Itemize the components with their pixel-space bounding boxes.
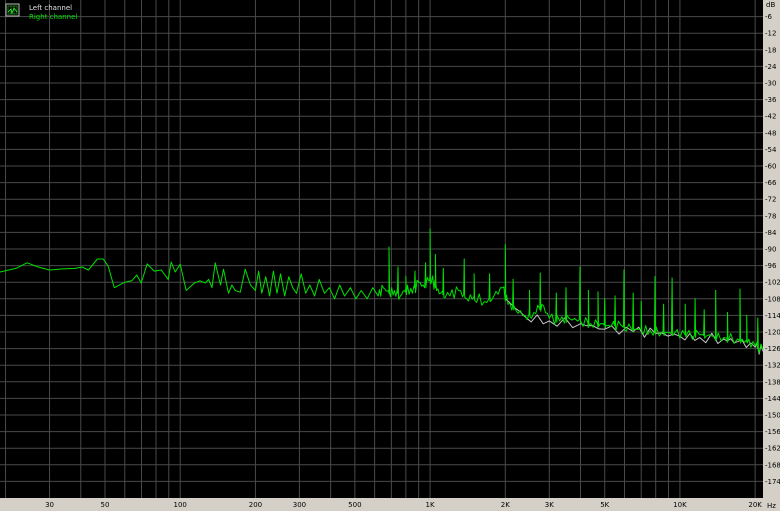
x-tick-label: 5K	[600, 501, 609, 509]
spike-point	[512, 278, 514, 280]
y-tick-label: -156	[765, 428, 780, 436]
spike-point	[434, 254, 436, 256]
y-tick-label: -24	[765, 63, 777, 71]
spike-point	[442, 267, 444, 269]
y-tick-label: -102	[765, 279, 780, 287]
y-tick-label: -114	[765, 312, 780, 320]
spike-point	[715, 290, 717, 291]
y-tick-label: -72	[765, 196, 776, 204]
spike-point	[663, 303, 665, 305]
y-tick-label: -30	[765, 80, 776, 88]
y-tick-label: -144	[765, 395, 780, 403]
spike-point	[565, 287, 567, 289]
y-tick-label: -138	[765, 378, 780, 386]
y-tick-label: -90	[765, 246, 776, 254]
spike-point	[579, 266, 581, 268]
y-tick-label: -84	[765, 229, 777, 237]
spike-point	[614, 295, 616, 297]
y-tick-label: -168	[765, 461, 780, 469]
spike-point	[654, 276, 656, 278]
y-tick-label: -126	[765, 345, 780, 353]
spike-point	[684, 303, 686, 305]
spike-point	[739, 288, 741, 290]
spike-point	[414, 270, 416, 272]
y-tick-label: -174	[765, 478, 780, 486]
spike-point	[463, 258, 465, 260]
spike-point	[623, 269, 625, 271]
x-tick-label: 100	[174, 501, 187, 509]
spike-point	[429, 228, 431, 230]
x-tick-label: 20K	[748, 501, 762, 509]
spectrum-icon	[5, 3, 20, 17]
spike-point	[489, 273, 491, 275]
y-tick-label: -162	[765, 445, 780, 453]
y-tick-label: -60	[765, 163, 776, 171]
traces	[0, 228, 764, 355]
spike-point	[671, 277, 673, 279]
y-tick-label: -42	[765, 113, 776, 121]
x-tick-label: 1K	[426, 501, 435, 509]
legend-right-channel: Right channel	[29, 13, 77, 21]
x-tick-label: 10K	[673, 501, 687, 509]
y-tick-label: -18	[765, 46, 776, 54]
spike-point	[388, 246, 390, 248]
spike-point	[694, 298, 696, 300]
x-axis: 30 50 100 200 300 500 1K 2K 3K 5K 10K 20K	[45, 501, 762, 509]
legend-left-channel: Left channel	[29, 4, 72, 12]
spike-point	[703, 309, 705, 311]
spike-point	[640, 301, 642, 303]
y-tick-label: -150	[765, 412, 780, 420]
y-tick-label: -54	[765, 146, 777, 154]
x-tick-label: 500	[348, 501, 361, 509]
y-axis: -6 -12 -18 -24 -30 -36 -42 -48 -54 -60 -66 -72 -78 -8…	[765, 13, 780, 486]
x-tick-label: 3K	[545, 501, 554, 509]
y-tick-label: -78	[765, 212, 776, 220]
spike-point	[397, 266, 399, 268]
spike-point	[757, 317, 759, 319]
y-tick-label: -108	[765, 295, 780, 303]
y-tick-label: -36	[765, 96, 777, 104]
spike-point	[632, 292, 634, 294]
x-tick-label: 200	[249, 501, 262, 509]
spike-point	[604, 298, 606, 300]
y-tick-label: -120	[765, 329, 780, 337]
spike-point	[555, 292, 557, 294]
spike-point	[587, 290, 589, 291]
y-tick-label: -6	[765, 13, 773, 21]
y-tick-label: -48	[765, 129, 776, 137]
y-tick-label: -12	[765, 30, 776, 38]
x-tick-label: 30	[45, 501, 54, 509]
x-unit-label: Hz	[767, 502, 776, 510]
y-unit-label: dB	[766, 1, 775, 9]
spike-point	[746, 314, 748, 316]
spike-point	[529, 290, 531, 291]
x-tick-label: 300	[293, 501, 306, 509]
spike-point	[425, 262, 427, 264]
x-tick-label: 2K	[501, 501, 510, 509]
spike-point	[539, 272, 541, 274]
spike-point	[726, 312, 728, 314]
spike-point	[504, 244, 506, 246]
grid	[0, 0, 763, 498]
y-tick-label: -66	[765, 179, 777, 187]
x-tick-label: 50	[101, 501, 110, 509]
spike-point	[473, 273, 475, 275]
y-tick-label: -132	[765, 362, 780, 370]
legend: Left channel Right channel	[5, 3, 77, 21]
spike-point	[597, 291, 599, 293]
y-tick-label: -96	[765, 262, 777, 270]
spike-point	[405, 276, 407, 278]
